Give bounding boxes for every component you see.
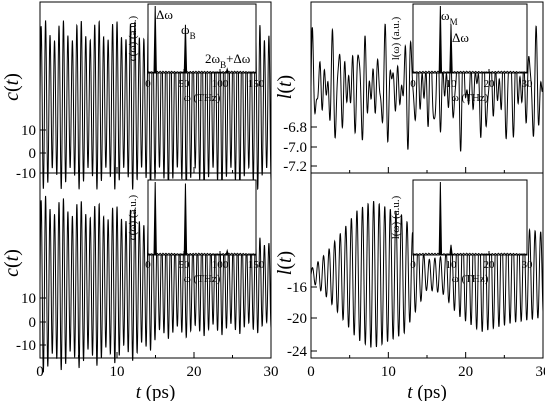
signal-line	[39, 195, 272, 373]
peak-annotation: ωM	[441, 8, 458, 27]
x-tick-label: 30	[536, 364, 545, 380]
spectrum-peak	[438, 181, 443, 256]
y-axis-label: l(t)	[274, 251, 296, 275]
x-tick-label: 30	[264, 364, 279, 380]
x-axis-label: t (ps)	[136, 382, 176, 401]
inset-x-tick-label: 0	[410, 78, 416, 90]
panel-top-left: -10 0 10 c(t) 0 50 100 150 ω (THz) c(ω) (a.u.) Δωω…	[1, 1, 272, 191]
panel-top-right: -6.8 -7.0 -7.2 l(t) 0 10 20 30 ω (THz) l(ω) (a.u.…	[274, 1, 544, 175]
x-tick-label: 20	[458, 364, 473, 380]
spectrum-baseline	[147, 70, 257, 74]
inset-x-tick-label: 0	[145, 78, 151, 90]
spectrum-peak	[153, 5, 157, 74]
x-tick-label: 10	[381, 364, 396, 380]
inset-x-tick-label: 50	[179, 78, 191, 90]
inset-x-tick-label: 10	[446, 259, 458, 271]
y-tick-label: 0	[29, 146, 37, 162]
y-tick-label: 0	[29, 315, 37, 331]
inset-x-tick-label: 10	[446, 78, 458, 90]
y-tick-label: -7.0	[283, 140, 307, 156]
x-tick-label: 0	[307, 364, 315, 380]
inset-frame	[147, 3, 257, 74]
inset-top-right: 0 10 20 30 ω (THz) l(ω) (a.u.) ωM Δω	[390, 3, 534, 104]
inset-x-tick-label: 50	[179, 259, 191, 271]
y-tick-label: -10	[16, 338, 36, 354]
inset-x-tick-label: 20	[484, 259, 496, 271]
inset-x-tick-label: 100	[212, 259, 229, 271]
x-tick-label: 10	[110, 364, 125, 380]
inset-x-tick-label: 30	[522, 78, 534, 90]
inset-bottom-left: 0 50 100 150 ω (THz) c(ω) (a.u.)	[127, 179, 265, 285]
inset-y-label: l(ω) (a.u.)	[390, 195, 402, 239]
inset-x-tick-label: 150	[248, 78, 265, 90]
y-tick-label: -10	[16, 166, 36, 182]
y-tick-label: 10	[21, 291, 36, 307]
peak-annotation: Δω	[452, 30, 469, 45]
inset-bottom-right: 0 10 20 30 ω (THz) l(ω) (a.u.)	[390, 179, 534, 285]
y-tick-label: -6.8	[283, 120, 307, 136]
inset-x-tick-label: 100	[212, 78, 229, 90]
spectrum-peak	[153, 181, 157, 256]
inset-x-tick-label: 0	[410, 259, 416, 271]
x-tick-label: 0	[36, 364, 44, 380]
signal-line	[310, 201, 544, 348]
inset-frame	[412, 3, 528, 74]
spectrum-peak	[183, 183, 188, 256]
y-tick-label: -20	[287, 311, 307, 327]
spectrum-peak	[183, 24, 188, 74]
peak-annotation: Δω	[156, 7, 173, 22]
inset-x-label: ω (THz)	[452, 273, 489, 285]
spectrum-baseline	[147, 252, 257, 256]
y-tick-label: -24	[287, 344, 307, 360]
inset-x-tick-label: 20	[484, 78, 496, 90]
y-tick-label: 10	[21, 123, 36, 139]
spectrum-peak	[438, 5, 443, 74]
spectrum-peak	[225, 248, 230, 256]
inset-frame	[412, 179, 528, 256]
inset-x-label: ω (THz)	[452, 92, 489, 104]
y-axis-label: l(t)	[274, 75, 296, 99]
peak-annotation: ωB	[181, 22, 196, 41]
inset-y-label: c(ω) (a.u.)	[127, 194, 139, 240]
inset-frame	[147, 179, 257, 256]
peak-annotation: 2ωB+Δω	[205, 51, 251, 70]
x-axis-label: t (ps)	[407, 382, 447, 401]
spectrum-peak	[225, 67, 230, 74]
y-axis-label: c(t)	[1, 249, 23, 277]
y-tick-label: -7.2	[283, 159, 307, 175]
spectrum-baseline	[412, 252, 528, 256]
x-tick-label: 20	[187, 364, 202, 380]
inset-x-tick-label: 150	[248, 259, 265, 271]
inset-x-tick-label: 30	[522, 259, 534, 271]
inset-x-tick-label: 0	[145, 259, 151, 271]
inset-x-label: ω (THz)	[184, 273, 221, 285]
spectrum-baseline	[412, 70, 528, 74]
inset-y-label: c(ω) (a.u.)	[127, 15, 139, 61]
inset-y-label: l(ω) (a.u.)	[390, 16, 402, 60]
inset-x-label: ω (THz)	[184, 92, 221, 104]
y-axis-label: c(t)	[1, 73, 23, 101]
y-tick-label: -16	[287, 280, 307, 296]
